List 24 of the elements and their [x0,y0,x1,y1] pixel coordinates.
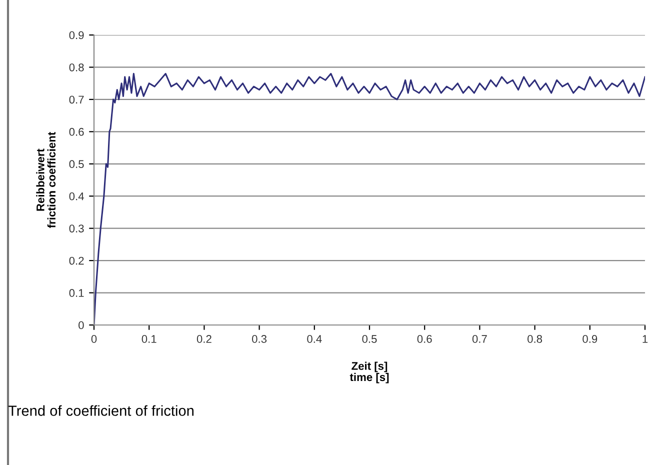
y-tick-label: 0.8 [69,63,84,72]
x-tick-label: 0.6 [417,335,432,343]
y-tick-label: 0.4 [69,192,84,200]
y-tick-label: 0.3 [69,224,84,232]
text: Trend of coefficient of friction [8,405,194,416]
x-tick-label: 0.7 [472,335,487,343]
x-tick-label: 0.3 [252,335,267,343]
x-axis-title: Zeit [s] time [s] [350,362,389,384]
x-tick-label: 0.5 [362,335,377,343]
y-tick-label: 0.6 [69,128,84,136]
x-tick-label: 0.4 [307,335,322,343]
y-tick-label: 0.5 [69,160,84,168]
x-tick-label: 0 [91,335,97,343]
y-axis-title: Reibbeiwert friction coefficient [36,132,56,228]
y-tick-label: 0 [78,321,84,330]
x-tick-label: 0.8 [528,335,542,343]
y-tick-label: 0.9 [69,31,84,40]
x-tick-label: 1 [642,335,648,343]
x-tick-label: 0.9 [582,335,598,343]
y-tick-label: 0.7 [69,96,84,104]
y-tick-label: 0.2 [69,256,84,265]
x-tick-label: 0.1 [142,335,156,343]
y-tick-label: 0.1 [69,289,84,297]
x-tick-label: 0.2 [196,335,212,343]
